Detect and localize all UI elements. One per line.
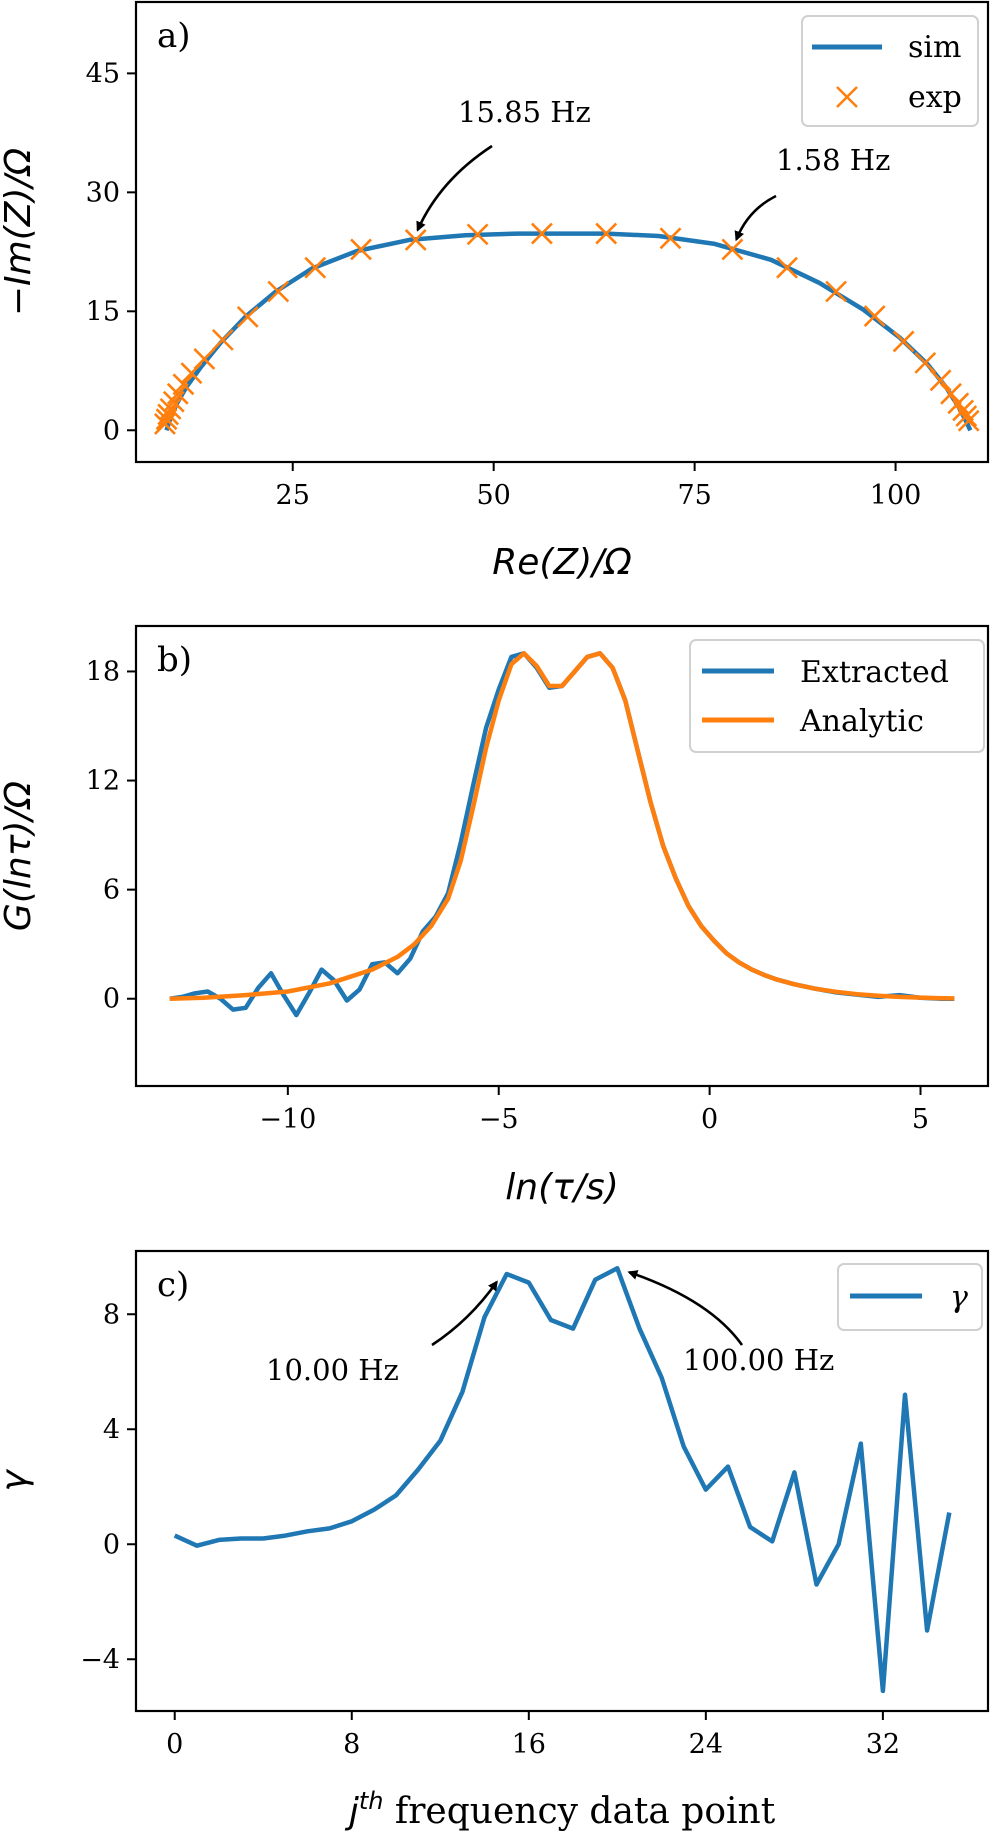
panel-b-x-axis-label: ln(τ/s) bbox=[505, 1167, 618, 1208]
exp-data-point bbox=[776, 256, 798, 279]
exp-data-point bbox=[952, 399, 975, 422]
panel-b-legend: Extracted Analytic bbox=[689, 639, 985, 753]
panel-c-y-tick-label: 0 bbox=[103, 1529, 120, 1560]
panel-c-label: c) bbox=[157, 1265, 189, 1305]
panel-a-x-axis-label: Re(Z)/Ω bbox=[492, 542, 632, 583]
panel-a-x-tick-label: 25 bbox=[276, 480, 310, 511]
gamma-series-line bbox=[173, 1266, 952, 1694]
exp-data-point bbox=[659, 227, 682, 250]
exp-data-point bbox=[955, 405, 978, 427]
panel-a-label: a) bbox=[157, 16, 191, 56]
legend-extracted-label: Extracted bbox=[800, 655, 949, 690]
exp-data-point bbox=[211, 328, 234, 351]
exp-data-point bbox=[940, 382, 962, 405]
panel-c-x-tick-label: 0 bbox=[166, 1729, 183, 1760]
panel-a-x-tick-label: 100 bbox=[870, 480, 922, 511]
panel-a-ticks: 25 50 75 100 0 15 30 45 bbox=[86, 58, 922, 511]
panel-b-y-tick-label: 12 bbox=[86, 766, 120, 797]
annotation-10-hz-arrow bbox=[431, 1280, 498, 1347]
annotation-100-hz-arrow bbox=[627, 1270, 744, 1346]
exp-data-point bbox=[172, 373, 195, 396]
annotation-15-85-hz: 15.85 Hz bbox=[458, 95, 591, 129]
panel-a-y-tick-label: 0 bbox=[103, 415, 120, 446]
panel-b-y-tick-label: 6 bbox=[103, 875, 120, 906]
x-label-superscript: th bbox=[359, 1787, 384, 1815]
panel-c-x-tick-label: 8 bbox=[343, 1729, 360, 1760]
exp-data-point bbox=[863, 305, 886, 327]
panel-c-y-tick-label: 4 bbox=[103, 1414, 120, 1445]
annotation-15-85-hz-arrow bbox=[416, 144, 493, 232]
panel-c-y-tick-label: −4 bbox=[80, 1644, 120, 1675]
exp-data-point bbox=[193, 347, 216, 370]
exp-data-point bbox=[159, 397, 182, 420]
exp-data-point bbox=[350, 238, 372, 261]
panel-c-x-tick-label: 16 bbox=[512, 1729, 546, 1760]
panel-a-frame bbox=[134, 0, 990, 464]
panel-c-y-tick-label: 8 bbox=[103, 1299, 120, 1330]
panel-a-x-tick-label: 50 bbox=[476, 480, 510, 511]
panel-a-x-tick-label: 75 bbox=[677, 480, 711, 511]
panel-c-frame bbox=[134, 1249, 990, 1713]
panel-a-plot-area bbox=[154, 222, 980, 435]
exp-data-point bbox=[914, 351, 937, 374]
legend-exp-label: exp bbox=[908, 80, 962, 115]
legend-exp-x bbox=[836, 86, 858, 108]
panel-a-chart: 25 50 75 100 0 15 30 45 a) Re(Z)/Ω −Im(Z)/Ω 15.… bbox=[0, 0, 990, 583]
panel-c-plot-area bbox=[173, 1266, 952, 1694]
analytic-series-line bbox=[169, 651, 955, 1001]
panel-a-y-axis-label: −Im(Z)/Ω bbox=[0, 147, 39, 316]
panel-b-x-tick-label: 5 bbox=[912, 1104, 929, 1135]
panel-b-label: b) bbox=[157, 640, 192, 680]
panel-c-x-tick-label: 24 bbox=[689, 1729, 723, 1760]
x-label-rest: frequency data point bbox=[383, 1791, 775, 1832]
panel-a-y-tick-label: 30 bbox=[86, 177, 120, 208]
legend-analytic-label: Analytic bbox=[799, 704, 924, 739]
exp-data-point bbox=[404, 229, 427, 251]
legend-sim-label: sim bbox=[908, 30, 961, 65]
panel-b-legend-box bbox=[689, 639, 985, 753]
annotation-10-hz: 10.00 Hz bbox=[266, 1353, 399, 1387]
panel-b-y-tick-label: 0 bbox=[103, 984, 120, 1015]
panel-b-frame bbox=[134, 624, 990, 1088]
sim-series-line bbox=[164, 231, 973, 432]
panel-c-x-axis-label: jth frequency data point bbox=[344, 1787, 776, 1832]
panel-b-plot-area bbox=[169, 651, 955, 1018]
exp-data-point bbox=[530, 222, 553, 245]
exp-data-point bbox=[929, 369, 952, 392]
exp-data-point bbox=[304, 256, 327, 279]
annotation-1-58-hz: 1.58 Hz bbox=[776, 143, 890, 177]
panel-b-y-axis-label: G(lnτ)/Ω bbox=[0, 780, 39, 931]
panel-c-legend: γ bbox=[837, 1263, 983, 1331]
panel-a-y-tick-label: 15 bbox=[86, 296, 120, 327]
annotation-100-hz: 100.00 Hz bbox=[683, 1343, 834, 1377]
panel-c-chart: 0 8 16 24 32 −4 0 4 8 c) jth frequency data poin… bbox=[0, 1249, 990, 1832]
panel-c-ticks: 0 8 16 24 32 −4 0 4 8 bbox=[80, 1299, 900, 1760]
panel-b-y-tick-label: 18 bbox=[86, 656, 120, 687]
exp-data-point bbox=[825, 280, 848, 303]
exp-data-point bbox=[721, 238, 744, 261]
panel-a-annotations: 15.85 Hz 1.58 Hz bbox=[416, 95, 890, 242]
exp-data-point bbox=[595, 222, 618, 245]
panel-a-legend: sim exp bbox=[801, 15, 979, 127]
panel-b-x-tick-label: −10 bbox=[259, 1104, 316, 1135]
panel-c-x-tick-label: 32 bbox=[866, 1729, 900, 1760]
panel-c-y-axis-label: γ bbox=[0, 1469, 35, 1492]
exp-data-point bbox=[957, 409, 980, 432]
panel-b-ticks: −10 −5 0 5 0 6 12 18 bbox=[86, 656, 929, 1135]
panel-b-chart: −10 −5 0 5 0 6 12 18 b) ln(τ/s) G(lnτ)/Ω Extrac… bbox=[0, 624, 990, 1208]
exp-data-point bbox=[236, 305, 259, 328]
annotation-1-58-hz-arrow bbox=[734, 194, 777, 242]
x-label-j: j bbox=[344, 1791, 359, 1832]
exp-data-point bbox=[157, 403, 180, 426]
legend-exp-marker-swatch bbox=[836, 86, 858, 108]
exp-data-point bbox=[466, 223, 489, 246]
legend-gamma-label: γ bbox=[950, 1280, 968, 1315]
panel-c-annotations: 10.00 Hz 100.00 Hz bbox=[266, 1270, 834, 1387]
panel-a-y-tick-label: 45 bbox=[86, 58, 120, 89]
exp-data-point bbox=[892, 330, 915, 353]
panel-b-x-tick-label: 0 bbox=[701, 1104, 718, 1135]
exp-data-point bbox=[267, 280, 290, 303]
panel-b-x-tick-label: −5 bbox=[479, 1104, 519, 1135]
